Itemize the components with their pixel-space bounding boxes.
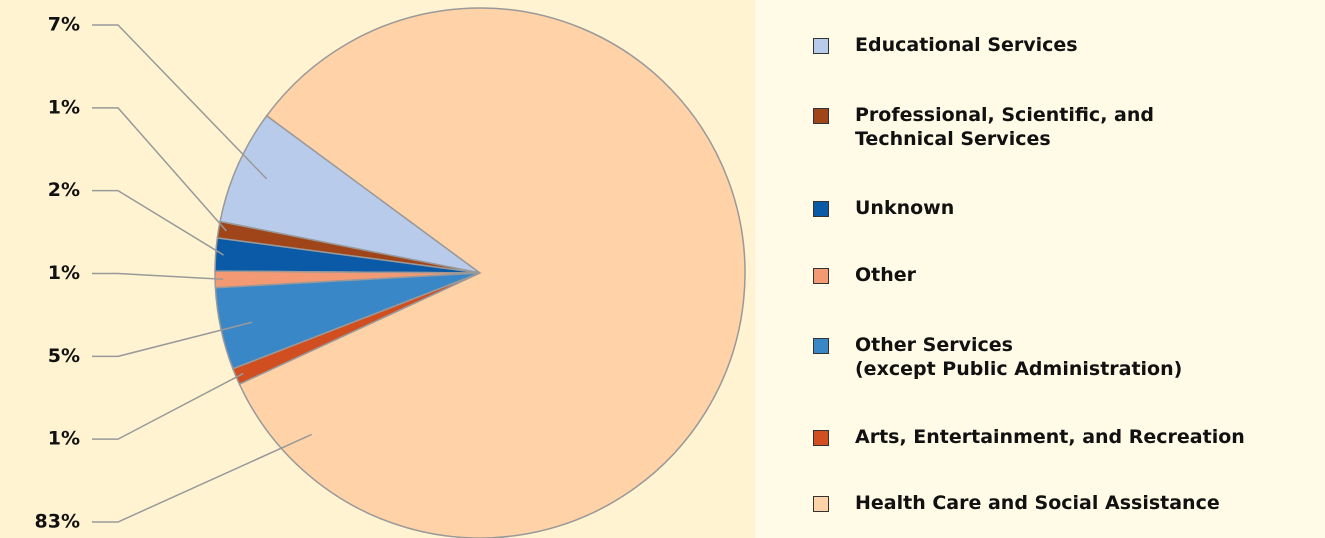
data-label: 1% [48, 428, 80, 450]
data-label: 7% [48, 14, 80, 36]
legend-swatch [813, 496, 829, 512]
data-label: 5% [48, 345, 80, 367]
data-label: 1% [48, 262, 80, 284]
leader-line [92, 189, 224, 256]
leader-line [92, 372, 244, 440]
legend: Educational Services Professional, Scient… [755, 0, 1325, 538]
legend-label: Professional, Scientific, and Technical … [855, 104, 1154, 150]
legend-swatch [813, 108, 829, 124]
leader-line [92, 272, 224, 281]
legend-label: Educational Services [855, 34, 1078, 56]
legend-label: Other [855, 264, 917, 286]
legend-swatch [813, 201, 829, 217]
legend-label: Unknown [855, 197, 955, 219]
legend-label: Health Care and Social Assistance [855, 492, 1220, 514]
data-label: 2% [48, 179, 80, 201]
leader-line [92, 321, 253, 358]
legend-swatch [813, 268, 829, 284]
legend-swatch [813, 338, 829, 354]
legend-label: Arts, Entertainment, and Recreation [855, 426, 1245, 448]
leader-line [92, 107, 227, 232]
data-label: 83% [35, 511, 80, 533]
leader-line [92, 24, 268, 180]
leader-line [92, 433, 312, 523]
pie-slice [238, 7, 746, 538]
legend-swatch [813, 430, 829, 446]
data-label: 1% [48, 96, 80, 118]
legend-label: Other Services (except Public Administra… [855, 334, 1183, 380]
legend-swatch [813, 38, 829, 54]
chart: 7% 1% 2% 1% 5% 1% 83% [35, 7, 746, 538]
